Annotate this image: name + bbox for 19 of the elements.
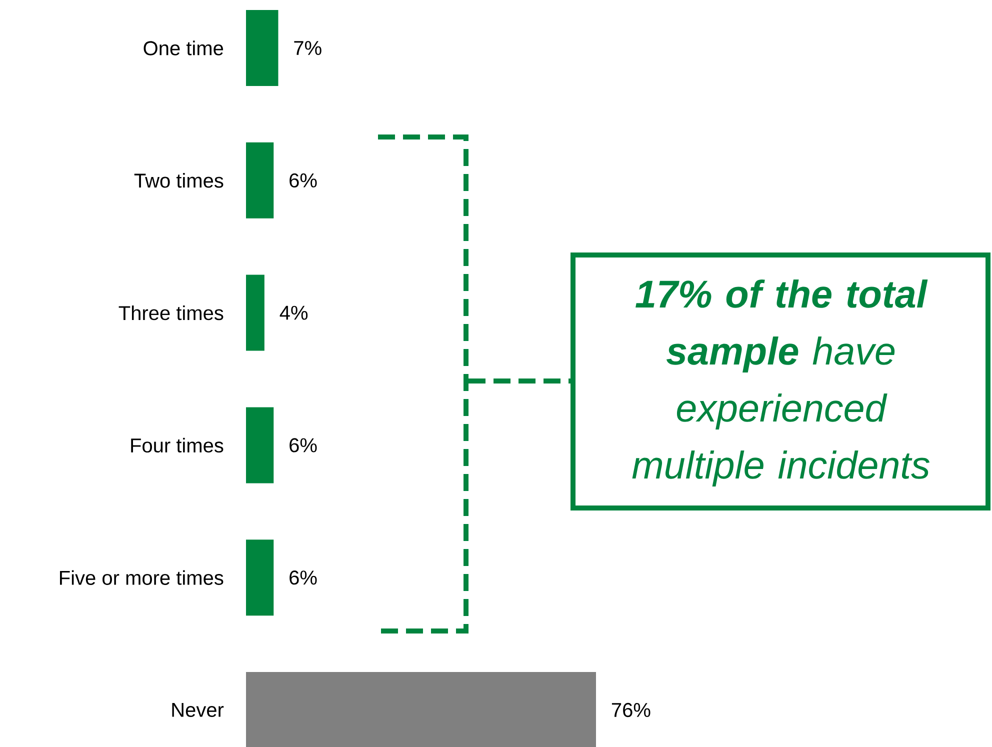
data-label: 6% [290,438,317,452]
y-tick-label: Four times [131,438,224,453]
y-tick-label: Five or more times [60,570,224,585]
data-label: 7% [294,41,322,56]
data-label: 76% [612,702,650,718]
data-label: 6% [290,570,317,585]
data-label: 6% [290,173,317,188]
bar [246,407,274,484]
y-tick-label: Two times [134,173,224,188]
y-tick-label: Never [172,703,224,717]
bar [246,672,596,747]
bar [246,540,274,616]
y-tick-label: One time [144,40,224,56]
bar [246,10,278,86]
y-tick-label: Three times [118,305,224,320]
bar [246,142,274,218]
data-label: 4% [280,306,308,320]
text: 17% of the total sample have experienced multiple incidents [632,279,930,487]
bar [246,274,264,351]
